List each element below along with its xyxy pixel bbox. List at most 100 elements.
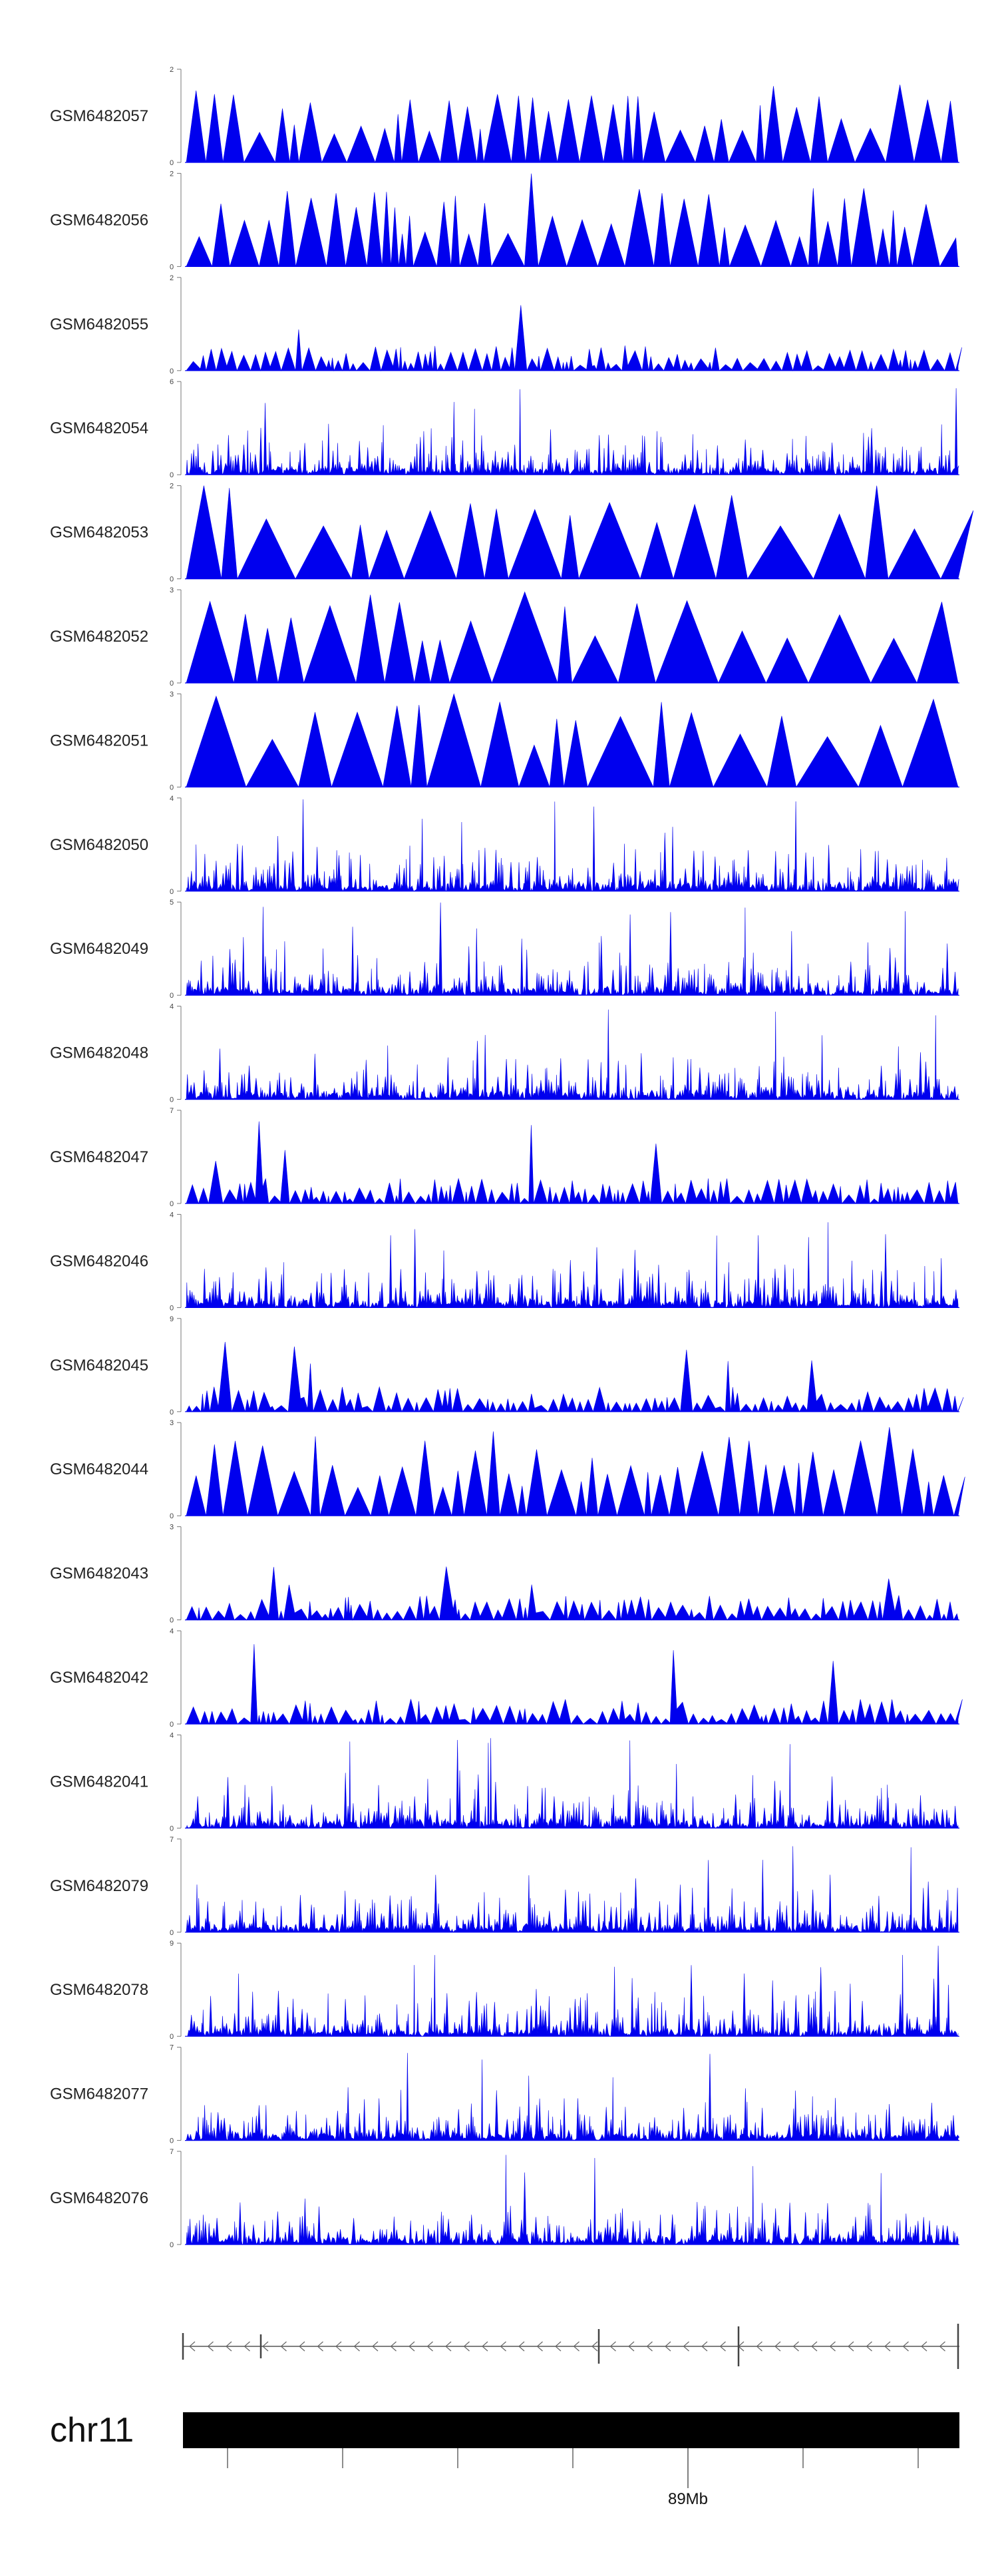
y-min-label: 0 [170, 1512, 174, 1520]
y-max-label: 7 [170, 1107, 174, 1115]
strand-arrow [591, 2341, 598, 2352]
track-label: GSM6482041 [50, 1773, 148, 1791]
y-max-label: 4 [170, 1211, 174, 1219]
coverage-area [186, 173, 959, 268]
track-GSM6482044: GSM6482044 3 0 [50, 1419, 965, 1520]
y-max-label: 4 [170, 1627, 174, 1635]
track-GSM6482042: GSM6482042 4 0 [50, 1627, 963, 1729]
track-GSM6482043: GSM6482043 3 0 [50, 1524, 959, 1625]
coverage-area [186, 591, 959, 684]
y-min-label: 0 [170, 888, 174, 896]
track-label: GSM6482051 [50, 732, 148, 750]
track-label: GSM6482045 [50, 1357, 148, 1375]
strand-arrow [811, 2341, 818, 2352]
track-label: GSM6482052 [50, 628, 148, 646]
gene-model-track [182, 2324, 959, 2369]
y-max-label: 4 [170, 1731, 174, 1739]
y-min-label: 0 [170, 2241, 174, 2249]
y-max-label: 7 [170, 2044, 174, 2052]
track-GSM6482056: GSM6482056 2 0 [50, 170, 959, 271]
y-min-label: 0 [170, 1825, 174, 1832]
y-max-label: 2 [170, 483, 174, 491]
track-GSM6482077: GSM6482077 7 0 [50, 2044, 960, 2145]
strand-arrow [573, 2341, 580, 2352]
tracks-layer: GSM648205720GSM648205620GSM648205520GSM6… [50, 66, 974, 2249]
y-min-label: 0 [170, 1200, 174, 1208]
track-label: GSM6482043 [50, 1565, 148, 1583]
y-max-label: 3 [170, 586, 174, 594]
coverage-area [186, 85, 959, 164]
y-max-label: 2 [170, 274, 174, 282]
coverage-area [186, 1009, 959, 1100]
track-label: GSM6482079 [50, 1877, 148, 1895]
track-label: GSM6482056 [50, 211, 148, 229]
coverage-area [186, 485, 974, 580]
exon-marks [182, 2324, 959, 2369]
coverage-area [186, 1738, 959, 1829]
strand-arrow [792, 2341, 799, 2352]
y-max-label: 2 [170, 170, 174, 178]
y-min-label: 0 [170, 576, 174, 584]
coverage-area [186, 2155, 959, 2246]
strand-arrow [353, 2341, 360, 2352]
y-min-label: 0 [170, 1617, 174, 1625]
track-label: GSM6482046 [50, 1252, 148, 1270]
chromosome-bar [183, 2412, 959, 2448]
y-min-label: 0 [170, 1096, 174, 1104]
y-min-label: 0 [170, 367, 174, 375]
y-max-label: 3 [170, 1524, 174, 1532]
track-GSM6482052: GSM6482052 3 0 [50, 586, 959, 688]
strand-arrows [189, 2341, 945, 2352]
coverage-area [186, 693, 959, 788]
y-max-label: 7 [170, 1836, 174, 1844]
strand-arrow [774, 2341, 781, 2352]
y-max-label: 5 [170, 899, 174, 907]
track-GSM6482055: GSM6482055 2 0 [50, 274, 962, 375]
strand-arrow [226, 2341, 232, 2352]
strand-arrow [262, 2341, 269, 2352]
y-min-label: 0 [170, 1304, 174, 1312]
strand-arrow [207, 2341, 214, 2352]
strand-arrow [665, 2341, 671, 2352]
track-GSM6482054: GSM6482054 6 0 [50, 378, 959, 479]
strand-arrow [884, 2341, 891, 2352]
strand-arrow [683, 2341, 689, 2352]
strand-arrow [335, 2341, 342, 2352]
strand-arrow [317, 2341, 323, 2352]
track-GSM6482079: GSM6482079 7 0 [50, 1836, 959, 1937]
coverage-area [186, 1644, 963, 1725]
track-label: GSM6482076 [50, 2189, 148, 2207]
y-min-label: 0 [170, 159, 174, 167]
track-label: GSM6482078 [50, 1981, 148, 1999]
strand-arrow [866, 2341, 872, 2352]
strand-arrow [518, 2341, 525, 2352]
y-max-label: 9 [170, 1940, 174, 1948]
strand-arrow [829, 2341, 836, 2352]
strand-arrow [848, 2341, 854, 2352]
strand-arrow [500, 2341, 506, 2352]
strand-arrow [939, 2341, 945, 2352]
strand-arrow [646, 2341, 653, 2352]
strand-arrow [390, 2341, 397, 2352]
strand-arrow [482, 2341, 488, 2352]
track-GSM6482053: GSM6482053 2 0 [50, 483, 974, 584]
track-GSM6482048: GSM6482048 4 0 [50, 1003, 959, 1104]
strand-arrow [299, 2341, 305, 2352]
track-GSM6482050: GSM6482050 4 0 [50, 795, 959, 896]
strand-arrow [609, 2341, 616, 2352]
coverage-area [186, 1121, 959, 1205]
coordinate-ticks [227, 2448, 919, 2468]
coverage-area [186, 388, 959, 476]
track-label: GSM6482053 [50, 524, 148, 542]
strand-arrow [628, 2341, 635, 2352]
y-min-label: 0 [170, 680, 174, 688]
strand-arrow [445, 2341, 452, 2352]
strand-arrow [426, 2341, 433, 2352]
track-GSM6482041: GSM6482041 4 0 [50, 1731, 959, 1832]
track-label: GSM6482054 [50, 419, 148, 437]
track-label: GSM6482057 [50, 107, 148, 125]
y-max-label: 4 [170, 1003, 174, 1011]
track-label: GSM6482077 [50, 2085, 148, 2103]
y-min-label: 0 [170, 1929, 174, 1937]
coverage-area [186, 902, 959, 996]
